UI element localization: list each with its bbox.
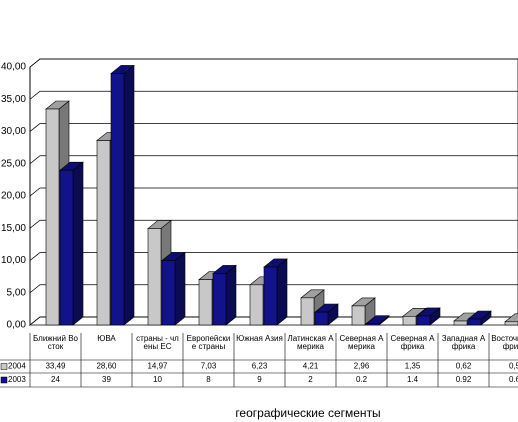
category-cell: Западная Африка <box>441 335 486 351</box>
category-cell: Восточная Африка <box>491 335 518 351</box>
bar <box>161 260 176 326</box>
grid-line <box>29 90 518 100</box>
table-value: 10 <box>153 375 162 384</box>
legend-label: 2004 <box>8 362 26 371</box>
table-value: 6,23 <box>252 362 268 371</box>
category-cell: Ближний Восток <box>32 335 78 351</box>
y-tick-label: 30,00 <box>1 126 26 137</box>
grid-line <box>29 252 518 261</box>
x-axis-label: географические сегменты <box>235 406 380 420</box>
table-value: 7,03 <box>201 362 217 371</box>
table-value: 2,96 <box>354 362 370 371</box>
bar <box>467 318 482 326</box>
table-value: 0.6 <box>509 375 518 384</box>
bar <box>198 279 213 326</box>
table-value: 1,35 <box>405 362 421 371</box>
category-cell: страны - члены ЕС <box>136 335 179 351</box>
grid-line <box>29 219 518 229</box>
x-tick-label: Ближний Восток <box>32 335 78 351</box>
bar <box>212 273 227 326</box>
bar <box>402 315 417 326</box>
bar <box>416 315 431 326</box>
grid-line <box>29 284 518 294</box>
bar <box>249 284 264 326</box>
y-tick-label: 5,00 <box>7 287 27 298</box>
x-tick-label: Северная Америка <box>339 335 384 351</box>
bar-side <box>276 258 288 326</box>
bar-side <box>225 264 237 326</box>
bar <box>504 321 518 326</box>
category-cell: ЮВА <box>97 335 116 343</box>
table-value: 39 <box>102 375 111 384</box>
table-value: 28,60 <box>96 362 117 371</box>
grid-line <box>29 123 518 132</box>
bar-side <box>72 161 84 326</box>
bar <box>300 297 315 326</box>
table-value: 0,62 <box>456 362 472 371</box>
y-tick-label: 20,00 <box>1 191 26 202</box>
bar <box>59 169 74 326</box>
table-value: 33,49 <box>45 362 66 371</box>
table-value: 0.92 <box>456 375 472 384</box>
bar <box>351 305 366 326</box>
grid-line <box>29 187 518 197</box>
bar <box>147 228 162 326</box>
x-tick-label: Европейские страны <box>186 335 231 351</box>
y-tick-label: 35,00 <box>1 94 26 105</box>
legend-swatch <box>0 376 8 384</box>
category-cell: Северная Африка <box>390 335 435 351</box>
y-tick-label: 0,00 <box>7 320 27 331</box>
table-value: 8 <box>206 375 211 384</box>
table-value: 0.2 <box>356 375 368 384</box>
x-tick-label: ЮВА <box>97 335 116 343</box>
y-tick-label: 15,00 <box>1 223 26 234</box>
x-tick-label: Латинская Америка <box>287 335 334 351</box>
category-cell: Южная Азия <box>236 335 283 343</box>
table-value: 4,21 <box>303 362 319 371</box>
table-value: 1.4 <box>407 375 419 384</box>
y-tick-label: 40,00 <box>1 62 26 73</box>
category-cell: Европейские страны <box>186 335 231 351</box>
grid-line <box>29 155 518 165</box>
table-value: 14,97 <box>147 362 168 371</box>
legend-label: 2003 <box>8 375 26 384</box>
bar <box>453 320 468 326</box>
bar <box>365 323 380 326</box>
bar <box>110 73 125 326</box>
bar-side <box>174 251 186 326</box>
bar <box>263 266 278 326</box>
bar <box>96 140 111 326</box>
bar <box>45 108 60 326</box>
table-value: 9 <box>257 375 262 384</box>
table-value: 2 <box>308 375 313 384</box>
x-tick-label: Южная Азия <box>236 335 283 343</box>
x-tick-label: Западная Африка <box>441 335 486 351</box>
category-cell: Северная Америка <box>339 335 384 351</box>
x-tick-label: Северная Африка <box>390 335 435 351</box>
table-value: 24 <box>51 375 60 384</box>
bar <box>314 311 329 326</box>
category-cell: Латинская Америка <box>287 335 334 351</box>
y-tick-label: 25,00 <box>1 158 26 169</box>
y-tick-label: 10,00 <box>1 255 26 266</box>
grid-line <box>29 58 518 68</box>
table-value: 0,5 <box>509 362 518 371</box>
x-tick-label: Восточная Африка <box>491 335 518 351</box>
x-tick-label: страны - члены ЕС <box>136 335 179 351</box>
legend-swatch <box>0 363 8 370</box>
bar-side <box>123 64 135 326</box>
